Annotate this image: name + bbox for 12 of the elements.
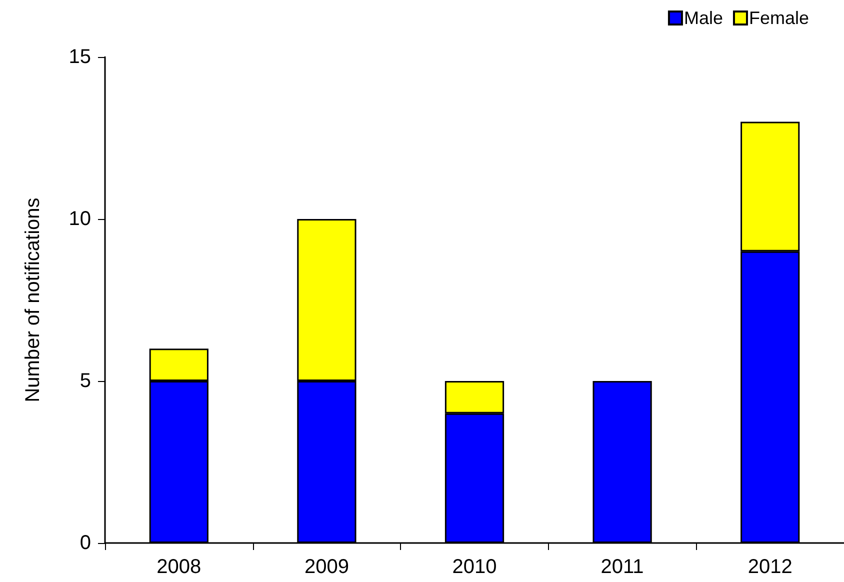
y-tick-label: 15 — [68, 46, 91, 68]
y-tick-label: 10 — [68, 208, 91, 230]
legend-label: Female — [748, 8, 810, 28]
x-tick-label: 2010 — [452, 556, 497, 578]
y-tick-label: 5 — [80, 370, 91, 392]
x-tick-label: 2012 — [748, 556, 792, 578]
y-axis-title: Number of notifications — [22, 198, 44, 402]
x-tick-label: 2011 — [600, 556, 644, 578]
x-tick-label: 2008 — [156, 556, 202, 578]
y-tick-label: 0 — [80, 532, 91, 554]
legend-label: Male — [684, 8, 723, 28]
x-tick-label: 2009 — [304, 556, 349, 578]
